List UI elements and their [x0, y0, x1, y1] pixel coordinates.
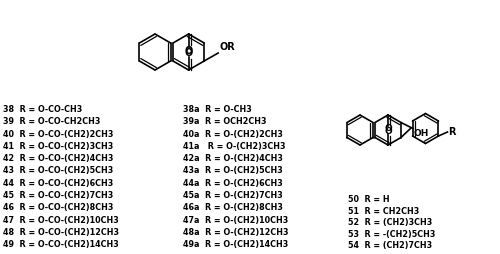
Text: 44  R = O-CO-(CH2)6CH3: 44 R = O-CO-(CH2)6CH3 — [3, 179, 113, 188]
Text: R: R — [448, 127, 456, 137]
Text: 45a  R = O-(CH2)7CH3: 45a R = O-(CH2)7CH3 — [183, 191, 283, 200]
Text: 44a  R = O-(CH2)6CH3: 44a R = O-(CH2)6CH3 — [183, 179, 283, 188]
Text: O: O — [384, 127, 392, 136]
Text: 39  R = O-CO-CH2CH3: 39 R = O-CO-CH2CH3 — [3, 117, 100, 126]
Text: O: O — [384, 124, 392, 133]
Text: 48a  R = O-(CH2)12CH3: 48a R = O-(CH2)12CH3 — [183, 228, 288, 237]
Text: O: O — [184, 46, 192, 56]
Text: 38  R = O-CO-CH3: 38 R = O-CO-CH3 — [3, 105, 82, 114]
Text: 41a   R = O-(CH2)3CH3: 41a R = O-(CH2)3CH3 — [183, 142, 286, 151]
Text: 48  R = O-CO-(CH2)12CH3: 48 R = O-CO-(CH2)12CH3 — [3, 228, 119, 237]
Text: 49a  R = O-(CH2)14CH3: 49a R = O-(CH2)14CH3 — [183, 240, 288, 249]
Text: 41  R = O-CO-(CH2)3CH3: 41 R = O-CO-(CH2)3CH3 — [3, 142, 113, 151]
Text: 51  R = CH2CH3: 51 R = CH2CH3 — [348, 207, 419, 215]
Text: 54  R = (CH2)7CH3: 54 R = (CH2)7CH3 — [348, 241, 432, 250]
Text: 52  R = (CH2)3CH3: 52 R = (CH2)3CH3 — [348, 218, 432, 227]
Text: OH: OH — [414, 130, 430, 138]
Text: 46  R = O-CO-(CH2)8CH3: 46 R = O-CO-(CH2)8CH3 — [3, 203, 114, 212]
Text: 50  R = H: 50 R = H — [348, 195, 390, 204]
Text: 46a  R = O-(CH2)8CH3: 46a R = O-(CH2)8CH3 — [183, 203, 283, 212]
Text: OR: OR — [219, 42, 235, 52]
Text: 53  R = -(CH2)5CH3: 53 R = -(CH2)5CH3 — [348, 230, 436, 239]
Text: 42a  R = O-(CH2)4CH3: 42a R = O-(CH2)4CH3 — [183, 154, 283, 163]
Text: 43  R = O-CO-(CH2)5CH3: 43 R = O-CO-(CH2)5CH3 — [3, 167, 113, 176]
Text: 40  R = O-CO-(CH2)2CH3: 40 R = O-CO-(CH2)2CH3 — [3, 130, 114, 139]
Text: 38a  R = O-CH3: 38a R = O-CH3 — [183, 105, 252, 114]
Text: 47a  R = O-(CH2)10CH3: 47a R = O-(CH2)10CH3 — [183, 216, 288, 225]
Text: 49  R = O-CO-(CH2)14CH3: 49 R = O-CO-(CH2)14CH3 — [3, 240, 119, 249]
Text: 43a  R = O-(CH2)5CH3: 43a R = O-(CH2)5CH3 — [183, 167, 283, 176]
Text: 47  R = O-CO-(CH2)10CH3: 47 R = O-CO-(CH2)10CH3 — [3, 216, 119, 225]
Text: 39a  R = OCH2CH3: 39a R = OCH2CH3 — [183, 117, 266, 126]
Text: O: O — [184, 48, 192, 58]
Text: 45  R = O-CO-(CH2)7CH3: 45 R = O-CO-(CH2)7CH3 — [3, 191, 113, 200]
Text: 42  R = O-CO-(CH2)4CH3: 42 R = O-CO-(CH2)4CH3 — [3, 154, 114, 163]
Text: 40a  R = O-(CH2)2CH3: 40a R = O-(CH2)2CH3 — [183, 130, 283, 139]
